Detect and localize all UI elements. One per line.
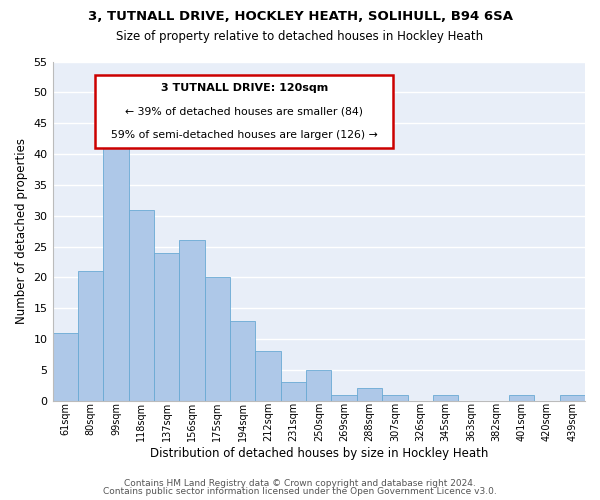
Text: Size of property relative to detached houses in Hockley Heath: Size of property relative to detached ho…	[116, 30, 484, 43]
Text: 3, TUTNALL DRIVE, HOCKLEY HEATH, SOLIHULL, B94 6SA: 3, TUTNALL DRIVE, HOCKLEY HEATH, SOLIHUL…	[88, 10, 512, 23]
Text: ← 39% of detached houses are smaller (84): ← 39% of detached houses are smaller (84…	[125, 106, 363, 117]
Bar	[357, 388, 382, 400]
Text: 59% of semi-detached houses are larger (126) →: 59% of semi-detached houses are larger (…	[111, 130, 377, 140]
Bar	[205, 278, 230, 400]
Bar	[281, 382, 306, 400]
Bar	[560, 394, 585, 400]
Bar	[230, 320, 256, 400]
Bar	[306, 370, 331, 400]
Bar	[128, 210, 154, 400]
Bar	[433, 394, 458, 400]
X-axis label: Distribution of detached houses by size in Hockley Heath: Distribution of detached houses by size …	[149, 447, 488, 460]
Bar	[103, 117, 128, 401]
Text: 3 TUTNALL DRIVE: 120sqm: 3 TUTNALL DRIVE: 120sqm	[161, 83, 328, 93]
Bar	[53, 333, 78, 400]
Text: Contains public sector information licensed under the Open Government Licence v3: Contains public sector information licen…	[103, 487, 497, 496]
Y-axis label: Number of detached properties: Number of detached properties	[15, 138, 28, 324]
Bar	[509, 394, 534, 400]
Bar	[154, 252, 179, 400]
Bar	[382, 394, 407, 400]
Bar	[331, 394, 357, 400]
Bar	[179, 240, 205, 400]
Bar	[256, 352, 281, 401]
Text: Contains HM Land Registry data © Crown copyright and database right 2024.: Contains HM Land Registry data © Crown c…	[124, 478, 476, 488]
FancyBboxPatch shape	[95, 75, 394, 148]
Bar	[78, 271, 103, 400]
